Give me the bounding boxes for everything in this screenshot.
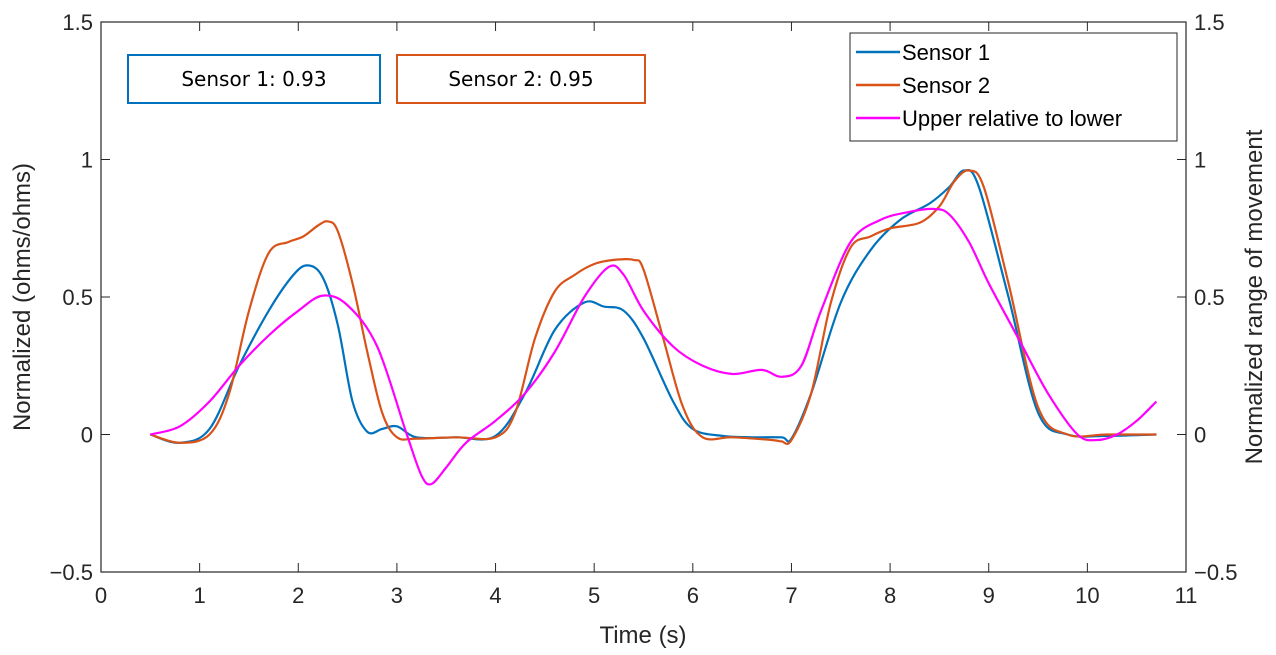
y-right-tick-label: 1: [1194, 148, 1206, 173]
annotation-box-sensor-1: [127, 54, 381, 104]
x-tick-label: 4: [489, 583, 501, 608]
legend: Sensor 1 Sensor 2 Upper relative to lower: [849, 32, 1178, 142]
x-tick-label: 9: [983, 583, 995, 608]
x-tick-label: 6: [687, 583, 699, 608]
y-axis-left-ticks: −0.5 0 0.5 1 1.5: [50, 10, 110, 585]
legend-label-sensor-1: Sensor 1: [902, 40, 990, 65]
y-left-tick-label: 1.5: [62, 10, 93, 35]
x-tick-label: 10: [1075, 583, 1099, 608]
plot-series: [149, 169, 1158, 486]
y-right-tick-label: 0.5: [1194, 285, 1225, 310]
x-tick-label: 7: [785, 583, 797, 608]
x-tick-label: 8: [884, 583, 896, 608]
x-tick-label: 5: [588, 583, 600, 608]
y-left-tick-label: 1: [81, 148, 93, 173]
x-tick-label: 2: [292, 583, 304, 608]
series-line-upper-relative-to-lower: [150, 207, 1158, 486]
x-axis-ticks: 0 1 2 3 4 5 6 7 8 9 10 11: [95, 22, 1198, 608]
y-left-tick-label: 0.5: [62, 285, 93, 310]
annotation-text-sensor-1: Sensor 1: 0.93: [181, 67, 326, 91]
y-left-tick-label: 0: [81, 423, 93, 448]
x-tick-label: 11: [1175, 583, 1198, 608]
x-tick-label: 0: [95, 583, 107, 608]
annotation-boxes: Sensor 1: 0.93 Sensor 2: 0.95: [127, 54, 646, 104]
y-right-tick-label: −0.5: [1194, 560, 1237, 585]
y-right-tick-label: 1.5: [1194, 10, 1225, 35]
y-axis-right-ticks: −0.5 0 0.5 1 1.5: [1177, 10, 1237, 585]
x-tick-label: 1: [194, 583, 206, 608]
x-axis-label: Time (s): [599, 622, 686, 649]
y-right-tick-label: 0: [1194, 423, 1206, 448]
legend-items: Sensor 1 Sensor 2 Upper relative to lower: [856, 40, 1122, 131]
y-left-tick-label: −0.5: [50, 560, 93, 585]
legend-box: [849, 32, 1178, 142]
annotation-text-sensor-2: Sensor 2: 0.95: [448, 67, 593, 91]
series-line-sensor-1: [149, 169, 1157, 444]
series-line-sensor-2: [149, 169, 1157, 446]
y-axis-right-label: Normalized range of movement: [1241, 129, 1268, 464]
legend-label-upper-relative-to-lower: Upper relative to lower: [902, 106, 1122, 131]
legend-label-sensor-2: Sensor 2: [902, 73, 990, 98]
y-axis-left-label: Normalized (ohms/ohms): [9, 163, 36, 431]
x-tick-label: 3: [391, 583, 403, 608]
annotation-box-sensor-2: [396, 54, 646, 104]
